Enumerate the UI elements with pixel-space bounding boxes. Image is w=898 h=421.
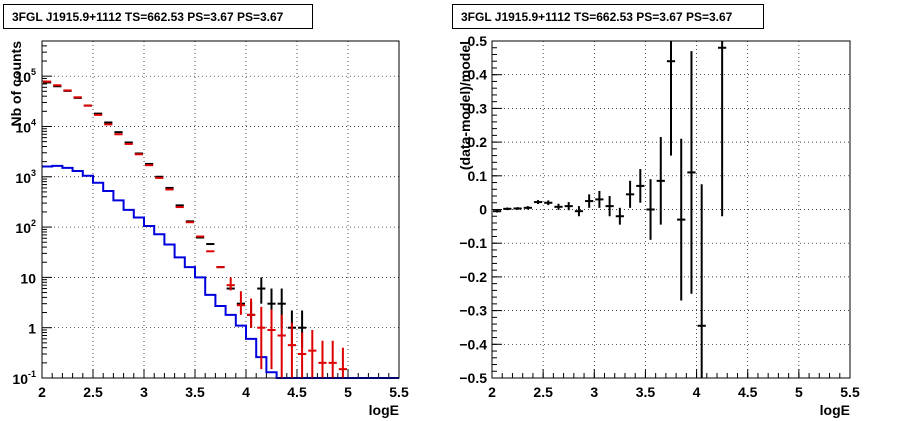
y-tick-base: 10 xyxy=(12,371,28,387)
x-tick-label: 3 xyxy=(140,384,148,400)
y-tick-label: 0.5 xyxy=(468,33,488,49)
plot-frame xyxy=(491,40,851,379)
y-tick-exponent: 2 xyxy=(31,218,36,228)
left-plot-title: 3FGL J1915.9+1112 TS=662.53 PS=3.67 PS=3… xyxy=(3,4,313,29)
x-tick-label: 5.5 xyxy=(840,384,860,400)
y-tick-base: 10 xyxy=(15,119,31,135)
y-tick-label: 0.4 xyxy=(468,67,488,83)
x-tick-label: 3 xyxy=(590,384,598,400)
y-tick-label: 0.1 xyxy=(468,168,488,184)
y-tick-label: 104 xyxy=(15,117,36,135)
x-tick-label: 5 xyxy=(795,384,803,400)
y-tick-label: 0 xyxy=(479,202,487,218)
y-tick-label: −0.5 xyxy=(459,370,487,386)
y-tick-label: 10 xyxy=(20,270,36,286)
y-tick-label: 105 xyxy=(15,67,36,85)
y-axis-label: Nb of counts xyxy=(8,41,24,127)
x-tick-label: 4 xyxy=(693,384,701,400)
x-tick-label: 4.5 xyxy=(738,384,758,400)
x-tick-label: 5.5 xyxy=(389,384,409,400)
y-tick-label: −0.1 xyxy=(459,235,487,251)
x-tick-label: 2.5 xyxy=(533,384,553,400)
y-tick-base: 10 xyxy=(15,69,31,85)
y-tick-label: 1 xyxy=(28,321,36,337)
x-tick-label: 2 xyxy=(38,384,46,400)
y-tick-label: 0.2 xyxy=(468,134,488,150)
y-tick-label: −0.4 xyxy=(459,336,487,352)
x-axis-label: logE xyxy=(820,402,850,418)
plot-frame xyxy=(41,40,400,379)
x-tick-label: 2 xyxy=(488,384,496,400)
right-plot-panel: 2 2.5 3 3.5 4 4.5 5 5.5 −0.5 −0.4 −0.3 −0.2 −0.1 0 0.1… xyxy=(457,33,860,418)
background-model-step-line xyxy=(42,164,399,379)
y-tick-label: 102 xyxy=(15,218,36,236)
x-tick-label: 3.5 xyxy=(185,384,205,400)
y-tick-exponent: -1 xyxy=(28,369,36,379)
right-plot-title: 3FGL J1915.9+1112 TS=662.53 PS=3.67 PS=3… xyxy=(452,4,764,29)
x-tick-label: 3.5 xyxy=(636,384,656,400)
x-axis-label: logE xyxy=(369,402,399,418)
y-tick-exponent: 4 xyxy=(31,117,36,127)
y-tick-label: 103 xyxy=(15,168,36,186)
y-axis-label: (data-model)/model xyxy=(457,41,473,170)
y-tick-label: −0.3 xyxy=(459,303,487,319)
left-plot-panel: 2 2.5 3 3.5 4 4.5 5 5.510-1110102103104105logEN… xyxy=(8,40,409,418)
x-tick-label: 2.5 xyxy=(83,384,103,400)
x-tick-label: 4 xyxy=(242,384,250,400)
y-tick-exponent: 3 xyxy=(31,168,36,178)
y-tick-label: −0.2 xyxy=(459,269,487,285)
x-tick-label: 4.5 xyxy=(287,384,307,400)
y-tick-label: 0.3 xyxy=(468,100,488,116)
y-tick-base: 10 xyxy=(15,220,31,236)
x-tick-label: 5 xyxy=(344,384,352,400)
y-tick-label: 10-1 xyxy=(12,369,36,387)
y-tick-exponent: 5 xyxy=(31,67,36,77)
y-tick-base: 10 xyxy=(15,170,31,186)
